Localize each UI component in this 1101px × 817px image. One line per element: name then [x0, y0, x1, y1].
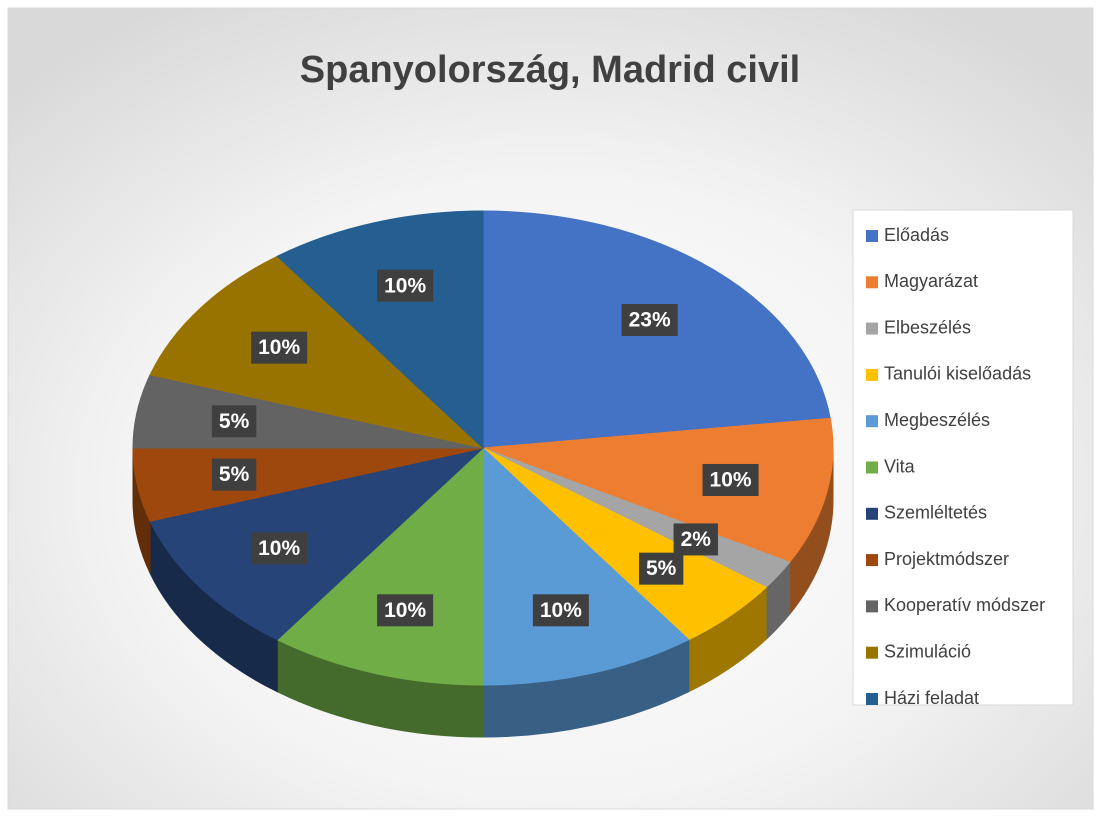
- chart-title: Spanyolország, Madrid civil: [300, 49, 800, 91]
- data-label-box: [211, 458, 257, 491]
- data-label: 5%: [646, 557, 677, 580]
- legend-label: Szimuláció: [884, 641, 971, 661]
- data-label-box: [377, 269, 434, 302]
- data-label: 5%: [219, 410, 250, 433]
- data-label: 10%: [384, 274, 426, 297]
- data-label-box: [702, 463, 759, 496]
- legend-swatch: [866, 693, 878, 705]
- slice: [482, 417, 834, 563]
- legend-label: Elbeszélés: [884, 317, 971, 337]
- data-label-box: [673, 523, 718, 556]
- legend-swatch: [866, 415, 878, 428]
- data-label-box: [251, 532, 308, 565]
- legend-label: Projektmódszer: [884, 549, 1009, 569]
- data-label-group: 5%: [211, 458, 257, 491]
- legend-swatch: [866, 507, 878, 520]
- data-label: 23%: [629, 309, 671, 332]
- slice: [149, 255, 485, 449]
- legend-label: Megbeszélés: [884, 410, 990, 430]
- legend-label: Magyarázat: [884, 271, 978, 291]
- data-label: 2%: [681, 528, 712, 551]
- data-label-group: 10%: [251, 532, 308, 565]
- data-label: 5%: [219, 463, 250, 486]
- legend-label: Vita: [884, 456, 916, 476]
- legend-swatch: [866, 600, 878, 613]
- legend-label: Szemléltetés: [884, 503, 987, 523]
- data-label: 10%: [384, 599, 426, 622]
- legend-swatch: [866, 230, 878, 242]
- legend-swatch: [866, 368, 878, 381]
- data-label: 10%: [258, 537, 300, 560]
- data-label-group: 10%: [532, 594, 589, 627]
- data-label-group: 2%: [673, 523, 718, 556]
- legend: [852, 209, 1074, 706]
- legend-swatch: [866, 646, 878, 659]
- legend-swatch: [866, 322, 878, 335]
- legend-swatch: [866, 461, 878, 474]
- slice: [149, 447, 485, 641]
- data-label-box: [532, 594, 589, 627]
- data-label: 10%: [258, 336, 300, 359]
- legend-swatch: [866, 554, 878, 567]
- data-label-box: [377, 594, 434, 627]
- data-label-box: [621, 304, 678, 337]
- data-label-group: 10%: [251, 331, 308, 364]
- legend-label: Kooperatív módszer: [884, 595, 1045, 615]
- data-label-group: 10%: [702, 463, 759, 496]
- legend-label: Tanulói kiselőadás: [884, 364, 1031, 384]
- legend-label: Házi feladat: [884, 688, 979, 708]
- data-label-box: [211, 405, 257, 438]
- data-label: 10%: [540, 599, 582, 622]
- legend-swatch: [866, 276, 878, 289]
- data-label-box: [639, 552, 684, 585]
- legend-label: Előadás: [884, 225, 949, 245]
- data-label-group: 23%: [621, 304, 678, 337]
- data-label-group: 5%: [211, 405, 257, 438]
- data-label: 10%: [710, 469, 752, 492]
- data-label-group: 5%: [639, 552, 684, 585]
- data-label-group: 10%: [377, 594, 434, 627]
- data-label-box: [251, 331, 308, 364]
- data-label-group: 10%: [377, 269, 434, 302]
